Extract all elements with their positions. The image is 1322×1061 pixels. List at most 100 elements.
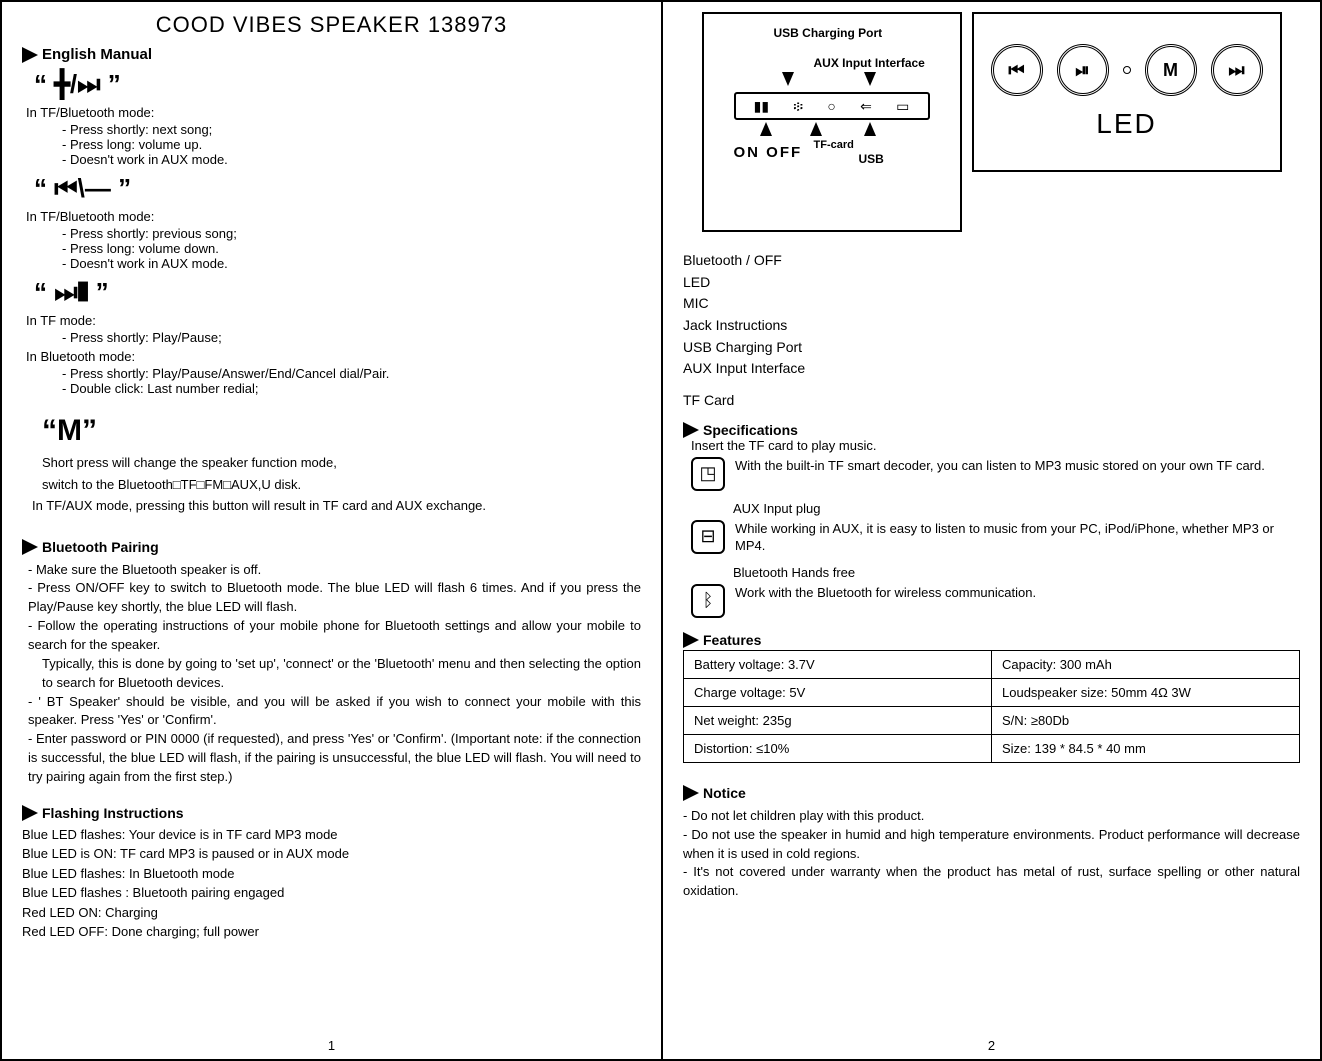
spec-tf: ◳ With the built-in TF smart decoder, yo… bbox=[691, 457, 1300, 491]
spec-text: Work with the Bluetooth for wireless com… bbox=[735, 584, 1036, 618]
mode-label: In Bluetooth mode: bbox=[26, 349, 641, 364]
pairing-item: Press ON/OFF key to switch to Bluetooth … bbox=[28, 579, 641, 617]
heading-text: Features bbox=[703, 632, 761, 648]
arrow-icon bbox=[22, 47, 38, 63]
spec-aux: ⊟ While working in AUX, it is easy to li… bbox=[691, 520, 1300, 555]
arrow-down-icon bbox=[864, 72, 876, 86]
table-row: Battery voltage: 3.7VCapacity: 300 mAh bbox=[684, 650, 1300, 678]
flashing-line: Red LED OFF: Done charging; full power bbox=[22, 922, 641, 942]
mode-label: In TF/Bluetooth mode: bbox=[26, 105, 641, 120]
legend-item: USB Charging Port bbox=[683, 337, 1300, 359]
flashing-line: Blue LED flashes : Bluetooth pairing eng… bbox=[22, 883, 641, 903]
next-button-icon: ⏭ bbox=[1211, 44, 1263, 96]
port-glyph: ▮▮ bbox=[754, 98, 769, 115]
table-cell: Loudspeaker size: 50mm 4Ω 3W bbox=[992, 678, 1300, 706]
diagram-buttons: ⏮ ⏯ M ⏭ LED bbox=[972, 12, 1282, 172]
pairing-item: ' BT Speaker' should be visible, and you… bbox=[28, 693, 641, 731]
prev-button-icon: ⏮ bbox=[991, 44, 1043, 96]
section-bluetooth-pairing: Bluetooth Pairing bbox=[22, 539, 641, 555]
table-row: Distortion: ≤10%Size: 139 * 84.5 * 40 mm bbox=[684, 734, 1300, 762]
legend-item: Jack Instructions bbox=[683, 315, 1300, 337]
bullet: Press shortly: previous song; bbox=[62, 226, 641, 241]
flashing-line: Blue LED is ON: TF card MP3 is paused or… bbox=[22, 844, 641, 864]
bullet: Press long: volume up. bbox=[62, 137, 641, 152]
tf-card-icon: ◳ bbox=[691, 457, 725, 491]
label-usb: USB bbox=[859, 152, 884, 166]
doc-title: COOD VIBES SPEAKER 138973 bbox=[22, 12, 641, 38]
spec-tf-pre: Insert the TF card to play music. bbox=[691, 438, 1300, 453]
bullet: Doesn't work in AUX mode. bbox=[62, 256, 641, 271]
arrow-icon bbox=[683, 422, 699, 438]
spec-text: While working in AUX, it is easy to list… bbox=[735, 520, 1300, 555]
arrow-up-icon bbox=[864, 122, 876, 136]
table-cell: S/N: ≥80Db bbox=[992, 706, 1300, 734]
bullets-play-tf: Press shortly: Play/Pause; bbox=[62, 330, 641, 345]
m-line: switch to the Bluetooth□TF□FM□AUX,U disk… bbox=[42, 476, 641, 494]
page-number: 2 bbox=[988, 1038, 995, 1053]
play-button-icon: ⏯ bbox=[1057, 44, 1109, 96]
flashing-line: Blue LED flashes: In Bluetooth mode bbox=[22, 864, 641, 884]
arrow-icon bbox=[22, 805, 38, 821]
table-cell: Net weight: 235g bbox=[684, 706, 992, 734]
page-2: USB Charging Port AUX Input Interface ▮▮… bbox=[661, 0, 1322, 1061]
label-on-off: ON OFF bbox=[734, 144, 803, 161]
bullet: Press shortly: next song; bbox=[62, 122, 641, 137]
flashing-line: Blue LED flashes: Your device is in TF c… bbox=[22, 825, 641, 845]
notice-item: It's not covered under warranty when the… bbox=[683, 863, 1300, 901]
aux-plug-icon: ⊟ bbox=[691, 520, 725, 554]
bullet: Press shortly: Play/Pause/Answer/End/Can… bbox=[62, 366, 641, 381]
page-1: COOD VIBES SPEAKER 138973 English Manual… bbox=[0, 0, 661, 1061]
notice-item: Do not use the speaker in humid and high… bbox=[683, 826, 1300, 864]
legend-item: AUX Input Interface bbox=[683, 358, 1300, 380]
table-cell: Battery voltage: 3.7V bbox=[684, 650, 992, 678]
bullets-minus: Press shortly: previous song; Press long… bbox=[62, 226, 641, 271]
m-button-icon: M bbox=[1145, 44, 1197, 96]
mode-label: In TF mode: bbox=[26, 313, 641, 328]
bluetooth-icon: ᛒ bbox=[691, 584, 725, 618]
pairing-item: Enter password or PIN 0000 (if requested… bbox=[28, 730, 641, 787]
heading-text: Notice bbox=[703, 785, 746, 801]
section-flashing: Flashing Instructions bbox=[22, 805, 641, 821]
arrow-icon bbox=[22, 539, 38, 555]
heading-text: English Manual bbox=[42, 46, 152, 63]
section-notice: Notice bbox=[683, 785, 1300, 801]
mode-label: In TF/Bluetooth mode: bbox=[26, 209, 641, 224]
led-label: LED bbox=[1096, 108, 1156, 140]
diagrams: USB Charging Port AUX Input Interface ▮▮… bbox=[683, 12, 1300, 232]
led-dot-icon bbox=[1123, 66, 1131, 74]
diagram-ports: USB Charging Port AUX Input Interface ▮▮… bbox=[702, 12, 962, 232]
table-cell: Distortion: ≤10% bbox=[684, 734, 992, 762]
features-table: Battery voltage: 3.7VCapacity: 300 mAhCh… bbox=[683, 650, 1300, 763]
legend-list: Bluetooth / OFFLEDMICJack InstructionsUS… bbox=[683, 250, 1300, 412]
section-english-manual: English Manual bbox=[22, 46, 641, 63]
legend-item: LED bbox=[683, 272, 1300, 294]
arrow-icon bbox=[683, 785, 699, 801]
section-specifications: Specifications bbox=[683, 422, 1300, 438]
symbol-m: “M” bbox=[42, 414, 641, 448]
bullet: Doesn't work in AUX mode. bbox=[62, 152, 641, 167]
m-line: Short press will change the speaker func… bbox=[42, 454, 641, 472]
spec-bt: ᛒ Work with the Bluetooth for wireless c… bbox=[691, 584, 1300, 618]
bullet: Press long: volume down. bbox=[62, 241, 641, 256]
pairing-list: Make sure the Bluetooth speaker is off.P… bbox=[28, 561, 641, 787]
table-row: Net weight: 235gS/N: ≥80Db bbox=[684, 706, 1300, 734]
table-cell: Capacity: 300 mAh bbox=[992, 650, 1300, 678]
table-row: Charge voltage: 5VLoudspeaker size: 50mm… bbox=[684, 678, 1300, 706]
button-row: ⏮ ⏯ M ⏭ bbox=[991, 44, 1263, 96]
arrow-down-icon bbox=[782, 72, 794, 86]
legend-item: MIC bbox=[683, 293, 1300, 315]
flashing-line: Red LED ON: Charging bbox=[22, 903, 641, 923]
symbol-plus-next: “ ╋/⏭ ” bbox=[34, 69, 641, 101]
spec-bt-pre: Bluetooth Hands free bbox=[733, 565, 1300, 580]
arrow-up-icon bbox=[810, 122, 822, 136]
spec-text: With the built-in TF smart decoder, you … bbox=[735, 457, 1265, 491]
heading-text: Flashing Instructions bbox=[42, 805, 184, 821]
port-glyph: ፨ bbox=[793, 98, 803, 115]
heading-text: Bluetooth Pairing bbox=[42, 539, 159, 555]
pairing-item: Make sure the Bluetooth speaker is off. bbox=[28, 561, 641, 580]
bullets-play-bt: Press shortly: Play/Pause/Answer/End/Can… bbox=[62, 366, 641, 396]
section-features: Features bbox=[683, 632, 1300, 648]
bullets-plus: Press shortly: next song; Press long: vo… bbox=[62, 122, 641, 167]
heading-text: Specifications bbox=[703, 422, 798, 438]
port-glyph: ○ bbox=[827, 98, 835, 114]
